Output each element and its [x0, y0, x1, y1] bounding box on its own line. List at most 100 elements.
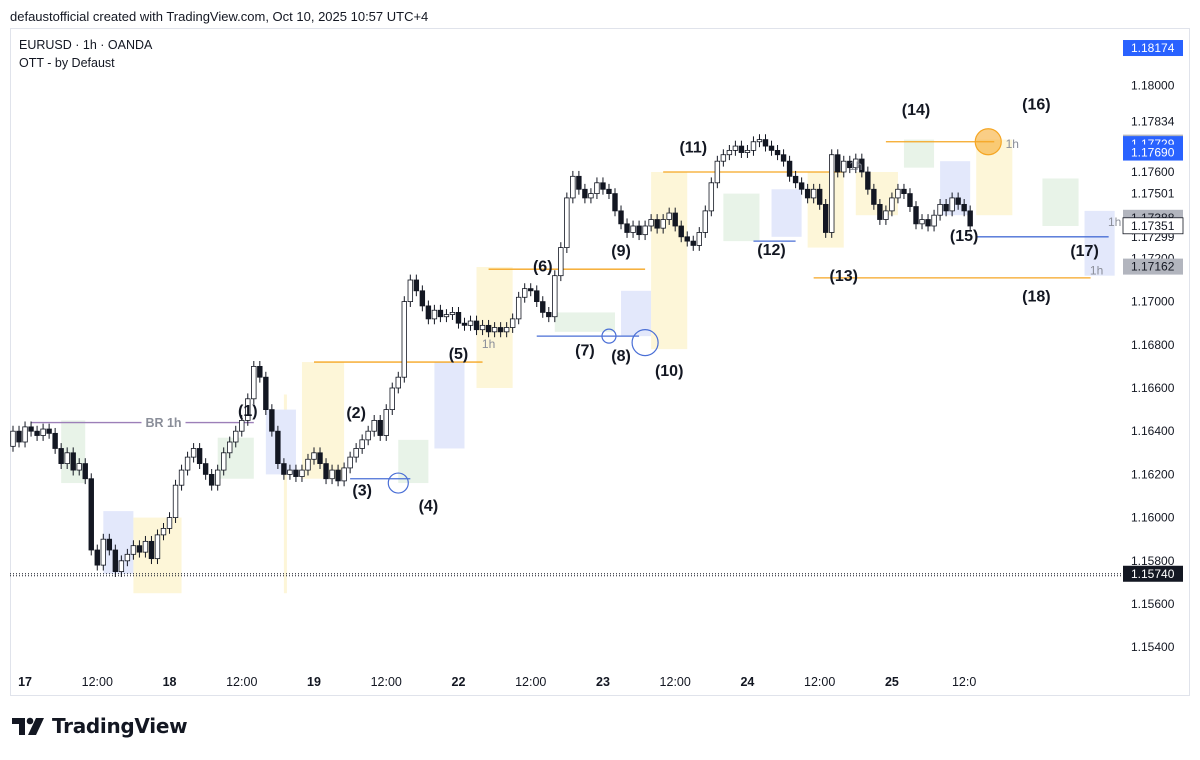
candle-body [305, 458, 311, 471]
candle [233, 425, 239, 448]
price-tick: 1.15600 [1131, 597, 1175, 611]
candle [136, 540, 143, 558]
candle-body [299, 469, 305, 477]
legend-symbol[interactable]: EURUSD · 1h · OANDA [19, 38, 153, 52]
candle [798, 177, 805, 195]
candle [503, 322, 510, 338]
price-tag-label: 1.17690 [1131, 146, 1175, 160]
candle [70, 447, 76, 476]
candle [606, 183, 612, 199]
candle-body [377, 419, 383, 436]
candle-body [70, 452, 76, 471]
candle-body [750, 141, 757, 151]
candle [239, 415, 245, 437]
candle-body [257, 365, 263, 378]
candle-body [106, 538, 113, 551]
candle-body [841, 160, 847, 173]
tradingview-logo[interactable]: TradingView [12, 714, 188, 738]
candle-body [871, 188, 877, 205]
candle-body [895, 188, 901, 199]
annotation-label: (2) [346, 405, 366, 422]
candle [311, 447, 317, 465]
candle-body [353, 448, 359, 458]
candle-body [618, 210, 624, 225]
annotation-label: (15) [950, 228, 978, 245]
candle-body [684, 236, 690, 242]
candle [245, 393, 251, 426]
candle-body [311, 452, 317, 460]
candle [528, 283, 534, 297]
annotation-label: (11) [679, 140, 707, 157]
tradingview-logo-icon [12, 717, 44, 735]
candle-body [534, 290, 540, 302]
candle-body [522, 288, 528, 298]
zone-highlight [903, 139, 935, 168]
candle-body [245, 398, 251, 421]
candle-body [630, 225, 636, 233]
candle-body [600, 182, 606, 190]
candle [774, 145, 781, 161]
candle [829, 149, 835, 238]
candle-body [485, 324, 492, 333]
candle-body [901, 188, 907, 194]
annotation-label: (13) [830, 268, 858, 285]
candle-body [329, 469, 335, 480]
candle-body [798, 182, 805, 190]
candle-body [702, 210, 708, 233]
annotation-label: (9) [611, 243, 631, 260]
candle-body [931, 214, 937, 227]
candle-body [184, 456, 191, 471]
candle [196, 443, 203, 469]
candle-body [552, 275, 558, 318]
candle [467, 315, 474, 331]
price-tick: 1.17000 [1131, 295, 1175, 309]
candle-body [239, 419, 245, 432]
candle [708, 177, 715, 217]
candle-body [612, 193, 618, 212]
candle-body [804, 188, 811, 199]
candle [696, 227, 702, 251]
candle-body [937, 203, 943, 216]
candle-body [52, 432, 58, 449]
annotation-label: (1) [238, 403, 258, 420]
candle [443, 309, 450, 323]
time-tick: 25 [885, 675, 899, 689]
candle-body [341, 467, 347, 482]
candle-body [16, 430, 22, 443]
candle [178, 464, 185, 491]
candle-body [907, 193, 913, 207]
candle-body [365, 430, 371, 441]
candle [630, 220, 636, 238]
candle [431, 304, 438, 325]
candle [377, 415, 383, 441]
candle-body [943, 203, 949, 212]
chart-frame [10, 28, 1190, 696]
candle [281, 458, 287, 480]
candle-body [528, 288, 534, 292]
candle [744, 145, 751, 158]
candle-body [172, 484, 179, 519]
candles-layer [10, 134, 973, 577]
candle-body [10, 430, 16, 447]
legend-indicator[interactable]: OTT - by Defaust [19, 56, 115, 70]
candle-body [419, 290, 426, 307]
candle [449, 307, 456, 320]
candle [323, 458, 329, 485]
price-tick: 1.16200 [1131, 467, 1175, 481]
candle-body [371, 419, 377, 432]
candle-body [859, 158, 865, 173]
annotation-label: (8) [611, 348, 631, 365]
candle-body [142, 540, 149, 553]
candle [88, 473, 94, 556]
candle [726, 145, 733, 161]
candle [804, 183, 811, 204]
candle [184, 451, 191, 476]
price-tag-label: 1.17162 [1131, 260, 1175, 274]
zone-highlight [434, 362, 465, 449]
price-tag-bg [1123, 144, 1183, 161]
candle-body [208, 473, 215, 486]
candle-body [829, 154, 835, 233]
price-tick: 1.16600 [1131, 381, 1175, 395]
candle [130, 540, 137, 560]
